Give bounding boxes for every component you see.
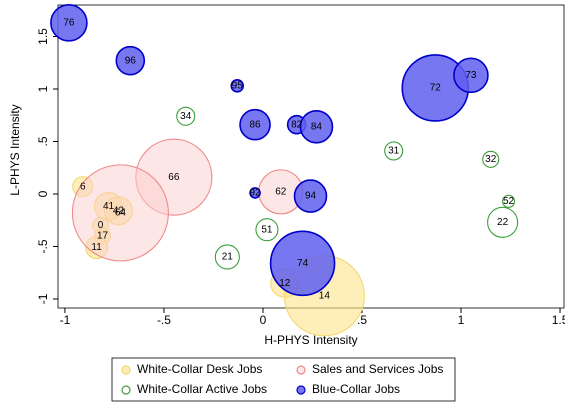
y-tick-label: -.5 [36, 239, 50, 253]
bubble-label: 22 [497, 217, 509, 228]
y-tick-label: 0 [36, 190, 50, 197]
legend-label: White-Collar Active Jobs [137, 382, 267, 396]
legend-box [111, 357, 456, 402]
bubble-label: 14 [319, 290, 331, 301]
y-axis-title: L-PHYS Intensity [8, 104, 22, 195]
bubble-label: 42 [113, 205, 125, 216]
x-tick-label: 1.5 [552, 313, 565, 327]
bubble [50, 4, 88, 42]
legend-marker [121, 385, 131, 395]
bubble-label: 12 [279, 278, 291, 289]
y-tick-label: .5 [36, 136, 50, 146]
bubble [115, 45, 146, 76]
y-tick-label: -1 [36, 293, 50, 304]
x-tick-label: 0 [260, 313, 267, 327]
bubble-label: 31 [388, 146, 400, 157]
bubble [230, 79, 245, 93]
bubble-label: 73 [465, 70, 477, 81]
bubble-label: 21 [222, 252, 234, 263]
bubble-label: 62 [275, 187, 287, 198]
bubble [255, 218, 279, 242]
bubble-label: 51 [261, 224, 273, 235]
bubble [214, 244, 240, 270]
bubble [384, 141, 404, 161]
bubble-label: 84 [311, 121, 323, 132]
bubble [482, 150, 500, 168]
legend-label: Blue-Collar Jobs [312, 382, 400, 396]
bubble-label: 11 [91, 242, 102, 253]
x-tick-label: -.5 [157, 313, 171, 327]
bubble [239, 108, 271, 141]
bubble-label: 32 [485, 154, 497, 165]
legend-marker [121, 365, 131, 375]
bubble [176, 106, 196, 126]
x-tick-label: .5 [357, 313, 367, 327]
bubble [501, 194, 516, 208]
bubble [71, 164, 169, 262]
bubble-label: 94 [305, 191, 317, 202]
bubble-label: 82 [291, 119, 303, 130]
bubble-label: 34 [180, 111, 192, 122]
legend-marker [296, 365, 306, 375]
x-axis-title: H-PHYS Intensity [264, 333, 357, 347]
legend-label: White-Collar Desk Jobs [137, 362, 262, 376]
bubble-label: 76 [63, 17, 75, 28]
bubble [293, 179, 328, 213]
bubble [487, 206, 519, 238]
bubble [269, 230, 336, 297]
x-tick-label: -1 [60, 313, 71, 327]
bubble-label: 52 [503, 196, 515, 207]
bubble-label: 96 [125, 55, 137, 66]
bubble-label: 17 [97, 231, 109, 242]
x-tick-label: 1 [458, 313, 465, 327]
bubble-label: 64 [115, 208, 127, 219]
bubble-label: 72 [430, 83, 442, 94]
bubble-label: 95 [232, 80, 244, 91]
legend-marker [296, 385, 306, 395]
bubble [453, 57, 489, 94]
bubble-label: 74 [297, 258, 309, 269]
bubble-label: 92 [249, 188, 261, 199]
bubble-label: 41 [103, 201, 115, 212]
y-tick-label: 1.5 [36, 28, 50, 45]
legend-label: Sales and Services Jobs [312, 362, 443, 376]
bubble-label: 86 [249, 119, 261, 130]
bubble-label: 66 [168, 172, 180, 183]
y-tick-label: 1 [36, 85, 50, 92]
bubble [249, 187, 261, 199]
bubble [299, 109, 334, 144]
bubble-label: 0 [98, 220, 104, 231]
bubble-label: 6 [80, 181, 86, 192]
